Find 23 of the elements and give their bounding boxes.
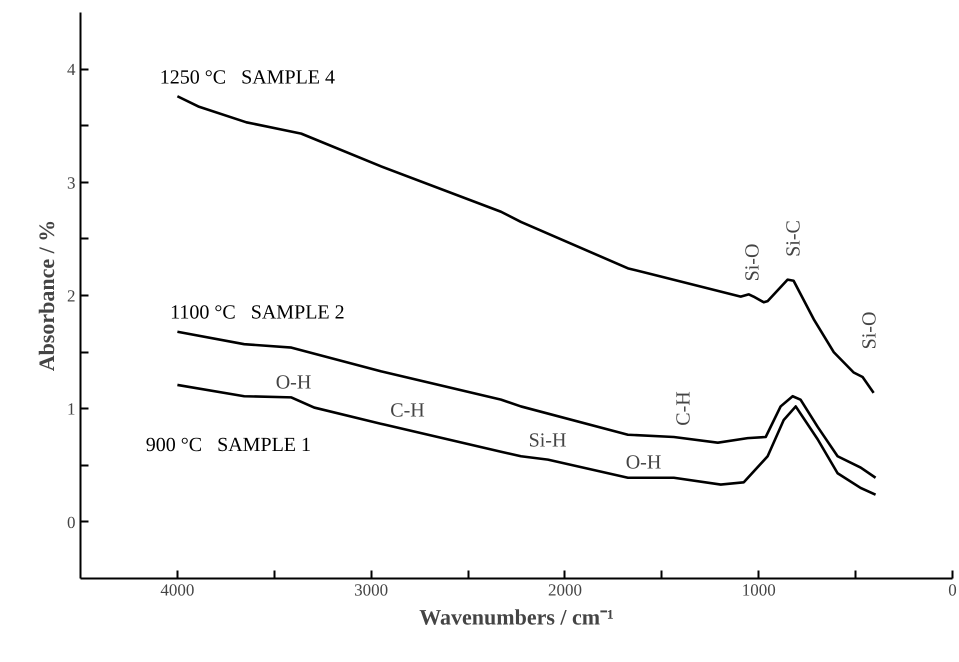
- series-label: 1250 °C SAMPLE 4: [160, 66, 336, 88]
- annotation: Si-C: [782, 220, 804, 257]
- annotation: O-H: [626, 452, 662, 474]
- series-label: 1100 °C SAMPLE 2: [170, 302, 345, 324]
- x-axis-title: Wavenumbers / cm⁻¹: [419, 604, 614, 630]
- y-tick-label: 2: [67, 286, 76, 306]
- series-label: 900 °C SAMPLE 1: [146, 434, 312, 456]
- x-tick-label: 2000: [548, 580, 582, 600]
- annotation: Si-O: [858, 312, 880, 350]
- y-tick-label: 0: [67, 512, 76, 532]
- x-tick-label: 1000: [742, 580, 776, 600]
- y-tick-label: 3: [67, 173, 76, 192]
- y-axis-title: Absorbance / %: [34, 220, 59, 372]
- x-tick-label: 0: [948, 580, 957, 600]
- y-tick-label: 1: [67, 400, 76, 419]
- annotation: O-H: [276, 372, 312, 394]
- annotation: C-H: [672, 391, 694, 426]
- annotation: C-H: [390, 400, 425, 422]
- x-tick-label: 4000: [160, 580, 194, 600]
- y-tick-label: 4: [67, 60, 76, 80]
- annotation: Si-O: [742, 244, 764, 282]
- x-tick-label: 3000: [354, 580, 388, 600]
- annotation: Si-H: [528, 430, 566, 452]
